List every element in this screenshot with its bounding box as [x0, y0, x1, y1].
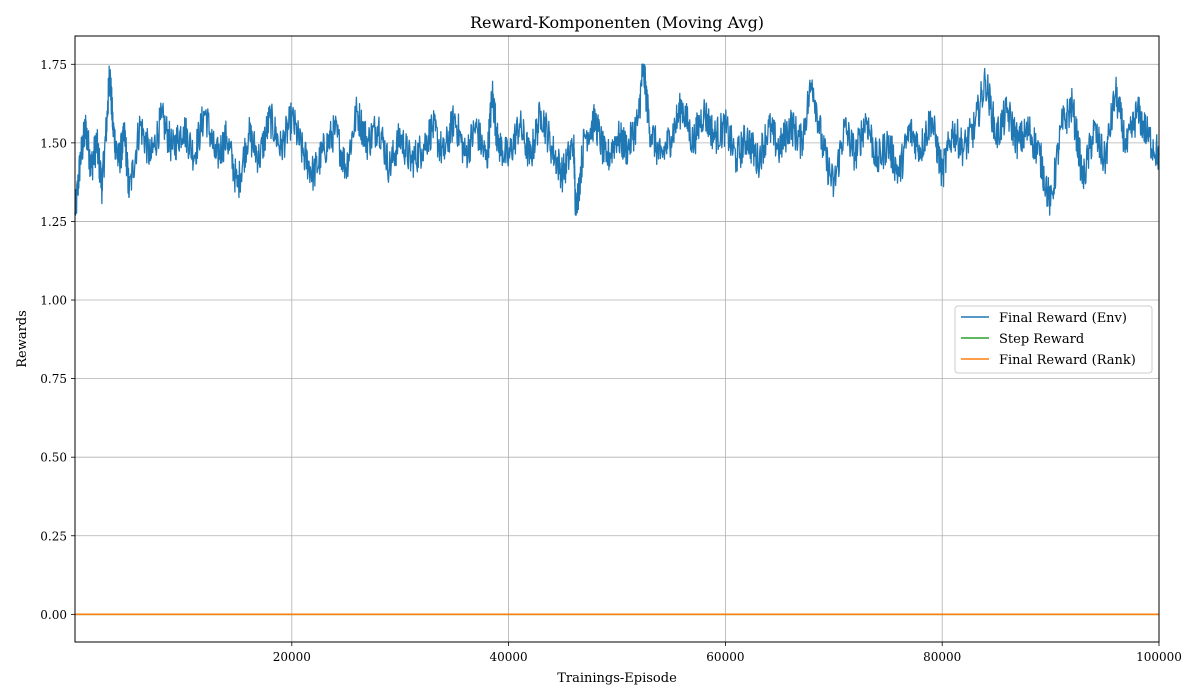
- chart-title: Reward-Komponenten (Moving Avg): [470, 13, 764, 32]
- series-lines: [74, 63, 1160, 616]
- x-tick-label: 60000: [706, 650, 744, 664]
- legend-label-final-reward-env: Final Reward (Env): [999, 311, 1127, 326]
- y-tick-label: 0.00: [40, 608, 67, 622]
- x-tick-label: 20000: [273, 650, 311, 664]
- x-axis-label: Trainings-Episode: [557, 671, 677, 686]
- series-line-final-reward-env: [74, 63, 1160, 216]
- y-tick-label: 1.25: [40, 215, 67, 229]
- x-tick-label: 80000: [923, 650, 961, 664]
- y-axis-label: Rewards: [15, 310, 30, 368]
- y-tick-label: 0.25: [40, 529, 67, 543]
- legend: Final Reward (Env) Step Reward Final Rew…: [954, 305, 1153, 374]
- grid-lines: [75, 36, 1160, 642]
- y-tick-label: 1.00: [40, 294, 67, 308]
- legend-label-step-reward: Step Reward: [999, 332, 1084, 347]
- y-tick-label: 0.75: [40, 372, 67, 386]
- y-tick-label: 1.50: [40, 136, 67, 150]
- y-tick-label: 1.75: [40, 58, 67, 72]
- x-tick-label: 40000: [490, 650, 528, 664]
- legend-label-final-reward-rank: Final Reward (Rank): [999, 353, 1136, 368]
- y-tick-label: 0.50: [40, 451, 67, 465]
- axis-ticks: 20000 40000 60000 80000 100000 0.00 0.25 0.50 0.…: [40, 58, 1182, 664]
- legend-box: [954, 305, 1153, 374]
- plot-frame: [74, 35, 1160, 643]
- x-tick-label: 100000: [1136, 650, 1182, 664]
